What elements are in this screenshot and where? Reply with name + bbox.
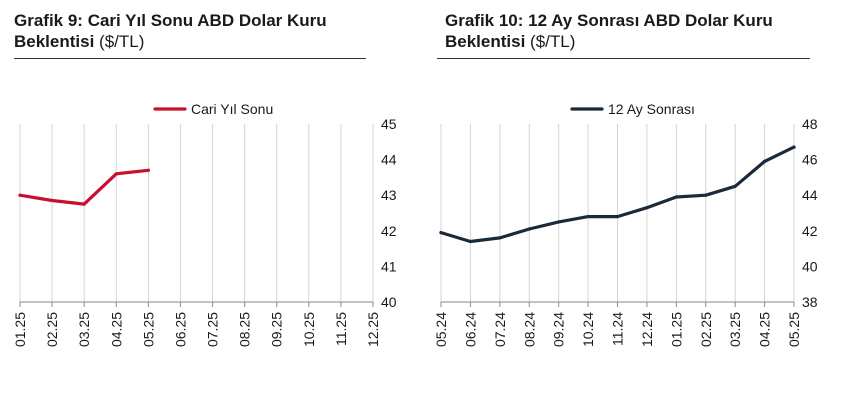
data-point bbox=[615, 214, 620, 219]
x-tick-label: 09.25 bbox=[269, 312, 285, 347]
legend-label: 12 Ay Sonrası bbox=[608, 101, 695, 117]
line-chart-2: 05.24 06.24 07.24 08.24 09.24 10.24 11.24 12.24… bbox=[433, 101, 818, 347]
x-tick-label: 11.25 bbox=[333, 312, 349, 346]
chart-title-line-1: Grafik 9: Cari Yıl Sonu ABD Dolar Kuru bbox=[14, 11, 327, 30]
data-point bbox=[18, 193, 22, 197]
y-tick-label: 40 bbox=[381, 294, 397, 310]
x-tick-label: 02.25 bbox=[698, 312, 714, 347]
x-tick-label: 06.25 bbox=[172, 312, 188, 347]
data-point bbox=[82, 202, 86, 206]
x-tick-label: 07.24 bbox=[492, 312, 508, 347]
data-point bbox=[468, 239, 473, 244]
data-point bbox=[792, 145, 796, 149]
data-point bbox=[733, 184, 737, 188]
x-tick-label: 01.25 bbox=[668, 312, 684, 347]
data-point bbox=[586, 214, 590, 219]
y-tick-label: 41 bbox=[381, 258, 397, 274]
x-tick-label: 09.24 bbox=[551, 312, 567, 347]
line-chart-1: 01.25 02.25 03.25 04.25 05.25 06.25 07.25 08.25… bbox=[12, 101, 397, 347]
x-tick-label: 11.24 bbox=[610, 312, 626, 346]
x-tick-label: 06.24 bbox=[462, 312, 478, 347]
y-tick-label: 38 bbox=[802, 294, 818, 310]
y-tick-label: 48 bbox=[802, 116, 818, 132]
x-tick-label: 02.25 bbox=[44, 312, 60, 347]
x-tick-label: 12.24 bbox=[639, 312, 655, 347]
y-tick-label: 43 bbox=[381, 187, 397, 203]
title-divider bbox=[437, 58, 810, 59]
data-point bbox=[645, 206, 649, 210]
y-tick-label: 40 bbox=[802, 258, 818, 274]
data-point bbox=[527, 227, 531, 231]
x-tick-label: 07.25 bbox=[205, 312, 221, 347]
data-point bbox=[114, 172, 118, 176]
x-tick-label: 03.25 bbox=[76, 312, 92, 347]
x-tick-label: 03.25 bbox=[727, 312, 743, 347]
x-tick-label: 10.24 bbox=[580, 312, 596, 347]
data-point bbox=[704, 193, 708, 197]
y-tick-label: 45 bbox=[381, 116, 397, 132]
chart-title-1: Grafik 9: Cari Yıl Sonu ABD Dolar Kuru B… bbox=[14, 10, 366, 52]
x-tick-label: 04.25 bbox=[757, 312, 773, 347]
chart-panel-1: Grafik 9: Cari Yıl Sonu ABD Dolar Kuru B… bbox=[12, 10, 397, 347]
y-tick-label: 46 bbox=[802, 152, 818, 168]
title-divider bbox=[14, 58, 366, 59]
data-point bbox=[557, 220, 561, 224]
x-tick-label: 05.24 bbox=[433, 312, 449, 347]
data-point bbox=[439, 230, 443, 235]
x-tick-label: 05.25 bbox=[786, 312, 802, 347]
chart-title-line-1: Grafik 10: 12 Ay Sonrası ABD Dolar Kuru bbox=[445, 11, 773, 30]
y-tick-label: 42 bbox=[802, 223, 818, 239]
chart-title-line-2: Beklentisi bbox=[445, 32, 526, 51]
data-point bbox=[50, 198, 54, 203]
y-tick-label: 44 bbox=[381, 152, 397, 168]
chart-title-unit: ($/TL) bbox=[99, 32, 145, 51]
data-point bbox=[498, 236, 502, 240]
data-point bbox=[674, 195, 678, 199]
y-tick-label: 42 bbox=[381, 223, 397, 239]
chart-title-line-2: Beklentisi bbox=[14, 32, 95, 51]
chart-title-2: Grafik 10: 12 Ay Sonrası ABD Dolar Kuru … bbox=[445, 10, 810, 52]
x-tick-label: 08.24 bbox=[521, 312, 537, 347]
x-tick-label: 05.25 bbox=[140, 312, 156, 347]
y-tick-label: 44 bbox=[802, 187, 818, 203]
x-tick-label: 12.25 bbox=[365, 312, 381, 347]
x-tick-label: 01.25 bbox=[12, 312, 28, 347]
chart-panel-2: Grafik 10: 12 Ay Sonrası ABD Dolar Kuru … bbox=[425, 0, 850, 406]
x-tick-label: 10.25 bbox=[301, 312, 317, 347]
legend-label: Cari Yıl Sonu bbox=[191, 101, 273, 117]
chart-title-unit: ($/TL) bbox=[530, 32, 576, 51]
data-point bbox=[146, 168, 150, 172]
x-tick-label: 08.25 bbox=[237, 312, 253, 347]
data-point bbox=[762, 159, 767, 163]
x-tick-label: 04.25 bbox=[108, 312, 124, 347]
